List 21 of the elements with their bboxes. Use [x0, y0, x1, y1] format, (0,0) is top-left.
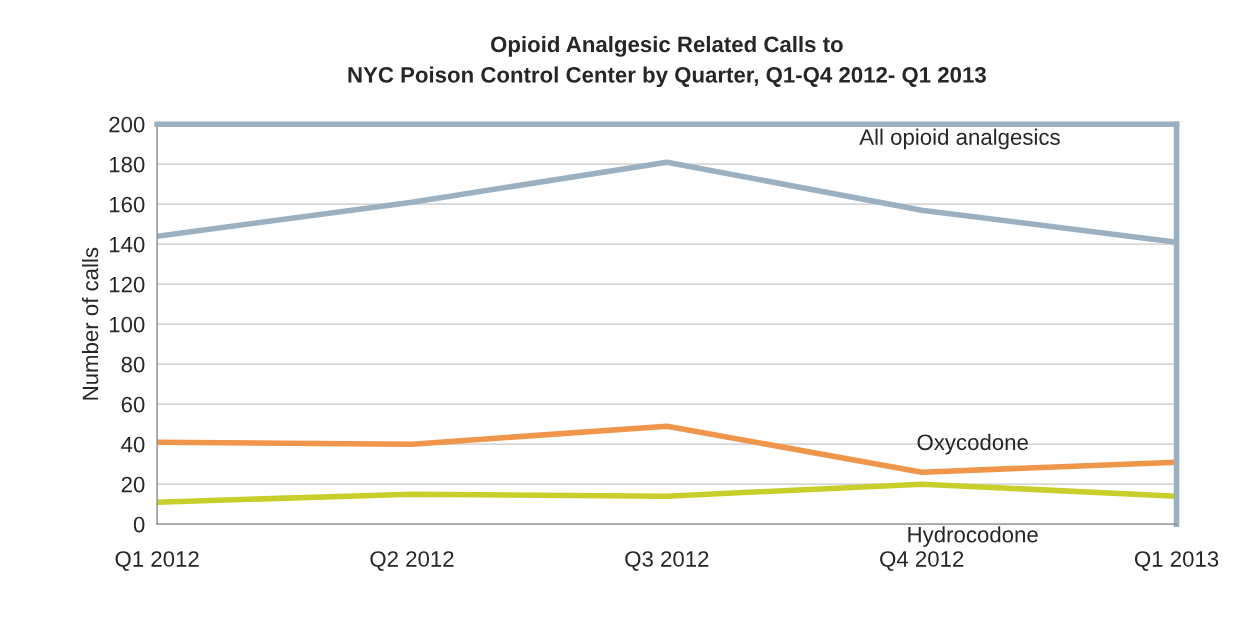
- y-tick-label: 0: [133, 516, 145, 533]
- y-axis-title: Number of calls: [81, 247, 99, 400]
- x-tick-label: Q1 2013: [1134, 551, 1219, 571]
- chart-title: Opioid Analgesic Related Calls to NYC Poison Control Center by Quarter, Q1-Q4 2012- Q1 2013: [348, 35, 986, 88]
- x-tick-label: Q3 2012: [625, 551, 709, 571]
- x-tick-label: Q2 2012: [370, 551, 454, 571]
- x-tick-label: Q1 2012: [115, 551, 199, 571]
- x-tick-label: Q4 2012: [880, 551, 964, 571]
- y-tick-label: 60: [121, 396, 145, 413]
- y-tick-label: 80: [121, 356, 145, 373]
- y-tick-label: 180: [109, 156, 145, 173]
- y-tick-label: 100: [109, 316, 145, 333]
- y-tick-label: 20: [121, 476, 145, 493]
- y-tick-label: 140: [109, 236, 145, 253]
- series-label: Hydrocodone: [908, 526, 1038, 547]
- text: All opioid analgesics: [859, 128, 1060, 150]
- y-tick-label: 120: [109, 276, 145, 293]
- y-tick-label: 200: [109, 116, 145, 133]
- series-label: Oxycodone: [917, 433, 1028, 455]
- y-tick-label: 40: [121, 436, 145, 453]
- y-tick-label: 160: [109, 196, 145, 213]
